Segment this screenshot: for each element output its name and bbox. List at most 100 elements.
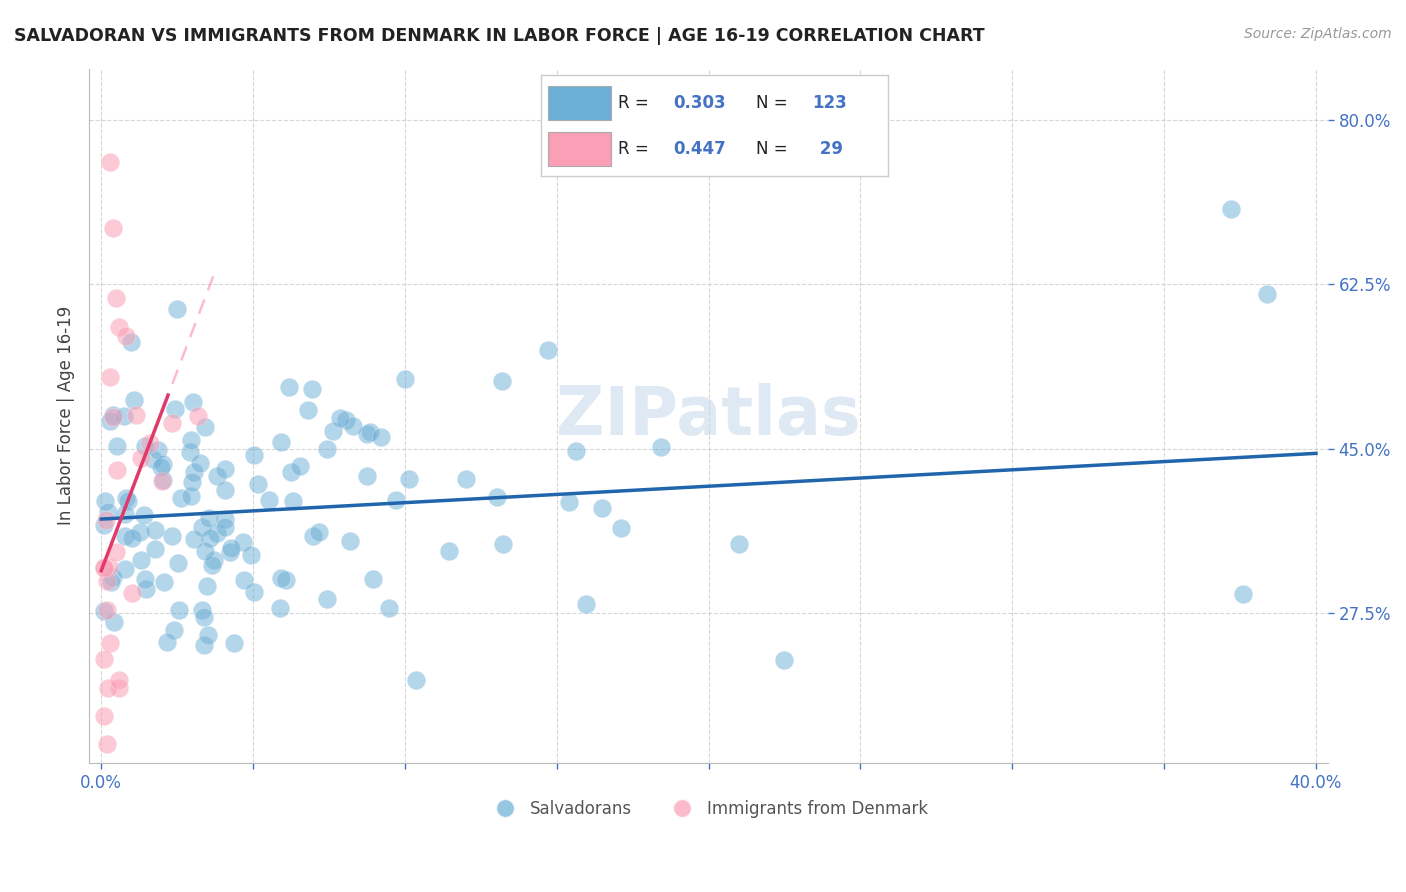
Point	[94, 493, 117, 508]
Point	[274, 574, 297, 588]
Text: Source: ZipAtlas.com: Source: ZipAtlas.com	[1244, 27, 1392, 41]
Y-axis label: In Labor Force | Age 16-19: In Labor Force | Age 16-19	[58, 306, 75, 525]
Point	[222, 636, 245, 650]
Point	[384, 493, 406, 508]
Point	[105, 292, 128, 306]
Point	[96, 737, 118, 751]
Point	[150, 474, 173, 488]
Point	[316, 442, 339, 456]
Point	[183, 465, 205, 479]
Point	[194, 544, 217, 558]
Point	[290, 458, 312, 473]
Legend: Salvadorans, Immigrants from Denmark: Salvadorans, Immigrants from Denmark	[482, 793, 935, 824]
Point	[156, 635, 179, 649]
Point	[195, 579, 218, 593]
Point	[120, 334, 142, 349]
Text: ZIPatlas: ZIPatlas	[557, 383, 860, 449]
Point	[131, 553, 153, 567]
Point	[134, 439, 156, 453]
Point	[335, 412, 357, 426]
Point	[93, 518, 115, 533]
Point	[322, 424, 344, 438]
Point	[575, 597, 598, 611]
Point	[125, 408, 148, 422]
Point	[93, 561, 115, 575]
Point	[135, 582, 157, 596]
Point	[98, 370, 121, 384]
Point	[180, 433, 202, 447]
Point	[537, 343, 560, 357]
Point	[93, 560, 115, 574]
Point	[492, 537, 515, 551]
Point	[398, 472, 420, 486]
Point	[105, 439, 128, 453]
Point	[187, 409, 209, 423]
Point	[100, 574, 122, 589]
Point	[94, 513, 117, 527]
Point	[1256, 286, 1278, 301]
Point	[259, 492, 281, 507]
Point	[128, 525, 150, 540]
Text: SALVADORAN VS IMMIGRANTS FROM DENMARK IN LABOR FORCE | AGE 16-19 CORRELATION CHA: SALVADORAN VS IMMIGRANTS FROM DENMARK IN…	[14, 27, 984, 45]
Point	[359, 425, 381, 439]
Point	[170, 491, 193, 505]
Point	[1232, 587, 1254, 601]
Point	[214, 519, 236, 533]
Point	[146, 443, 169, 458]
Point	[339, 534, 361, 549]
Point	[121, 585, 143, 599]
Point	[163, 623, 186, 637]
Point	[316, 591, 339, 606]
Point	[190, 456, 212, 470]
Point	[201, 558, 224, 573]
Point	[103, 221, 125, 235]
Point	[117, 494, 139, 508]
Point	[181, 475, 204, 490]
Point	[194, 420, 217, 434]
Point	[153, 575, 176, 590]
Point	[108, 681, 131, 695]
Point	[439, 544, 461, 558]
Point	[454, 472, 477, 486]
Point	[277, 380, 299, 394]
Point	[121, 531, 143, 545]
Point	[93, 604, 115, 618]
Point	[202, 552, 225, 566]
Point	[197, 628, 219, 642]
Point	[302, 529, 325, 543]
Point	[207, 525, 229, 540]
Point	[370, 430, 392, 444]
Point	[98, 155, 121, 169]
Point	[557, 494, 579, 508]
Point	[105, 544, 128, 558]
Point	[232, 534, 254, 549]
Point	[301, 382, 323, 396]
Point	[198, 511, 221, 525]
Point	[650, 440, 672, 454]
Point	[214, 483, 236, 497]
Point	[160, 416, 183, 430]
Point	[394, 372, 416, 386]
Point	[246, 476, 269, 491]
Point	[181, 395, 204, 409]
Point	[270, 435, 292, 450]
Point	[96, 574, 118, 589]
Point	[773, 653, 796, 667]
Point	[214, 461, 236, 475]
Point	[297, 403, 319, 417]
Point	[108, 319, 131, 334]
Point	[193, 638, 215, 652]
Point	[191, 602, 214, 616]
Point	[152, 473, 174, 487]
Point	[356, 468, 378, 483]
Point	[152, 458, 174, 472]
Point	[280, 465, 302, 479]
Point	[198, 531, 221, 545]
Point	[98, 636, 121, 650]
Point	[101, 409, 124, 423]
Point	[269, 600, 291, 615]
Point	[361, 572, 384, 586]
Point	[93, 652, 115, 666]
Point	[183, 532, 205, 546]
Point	[103, 570, 125, 584]
